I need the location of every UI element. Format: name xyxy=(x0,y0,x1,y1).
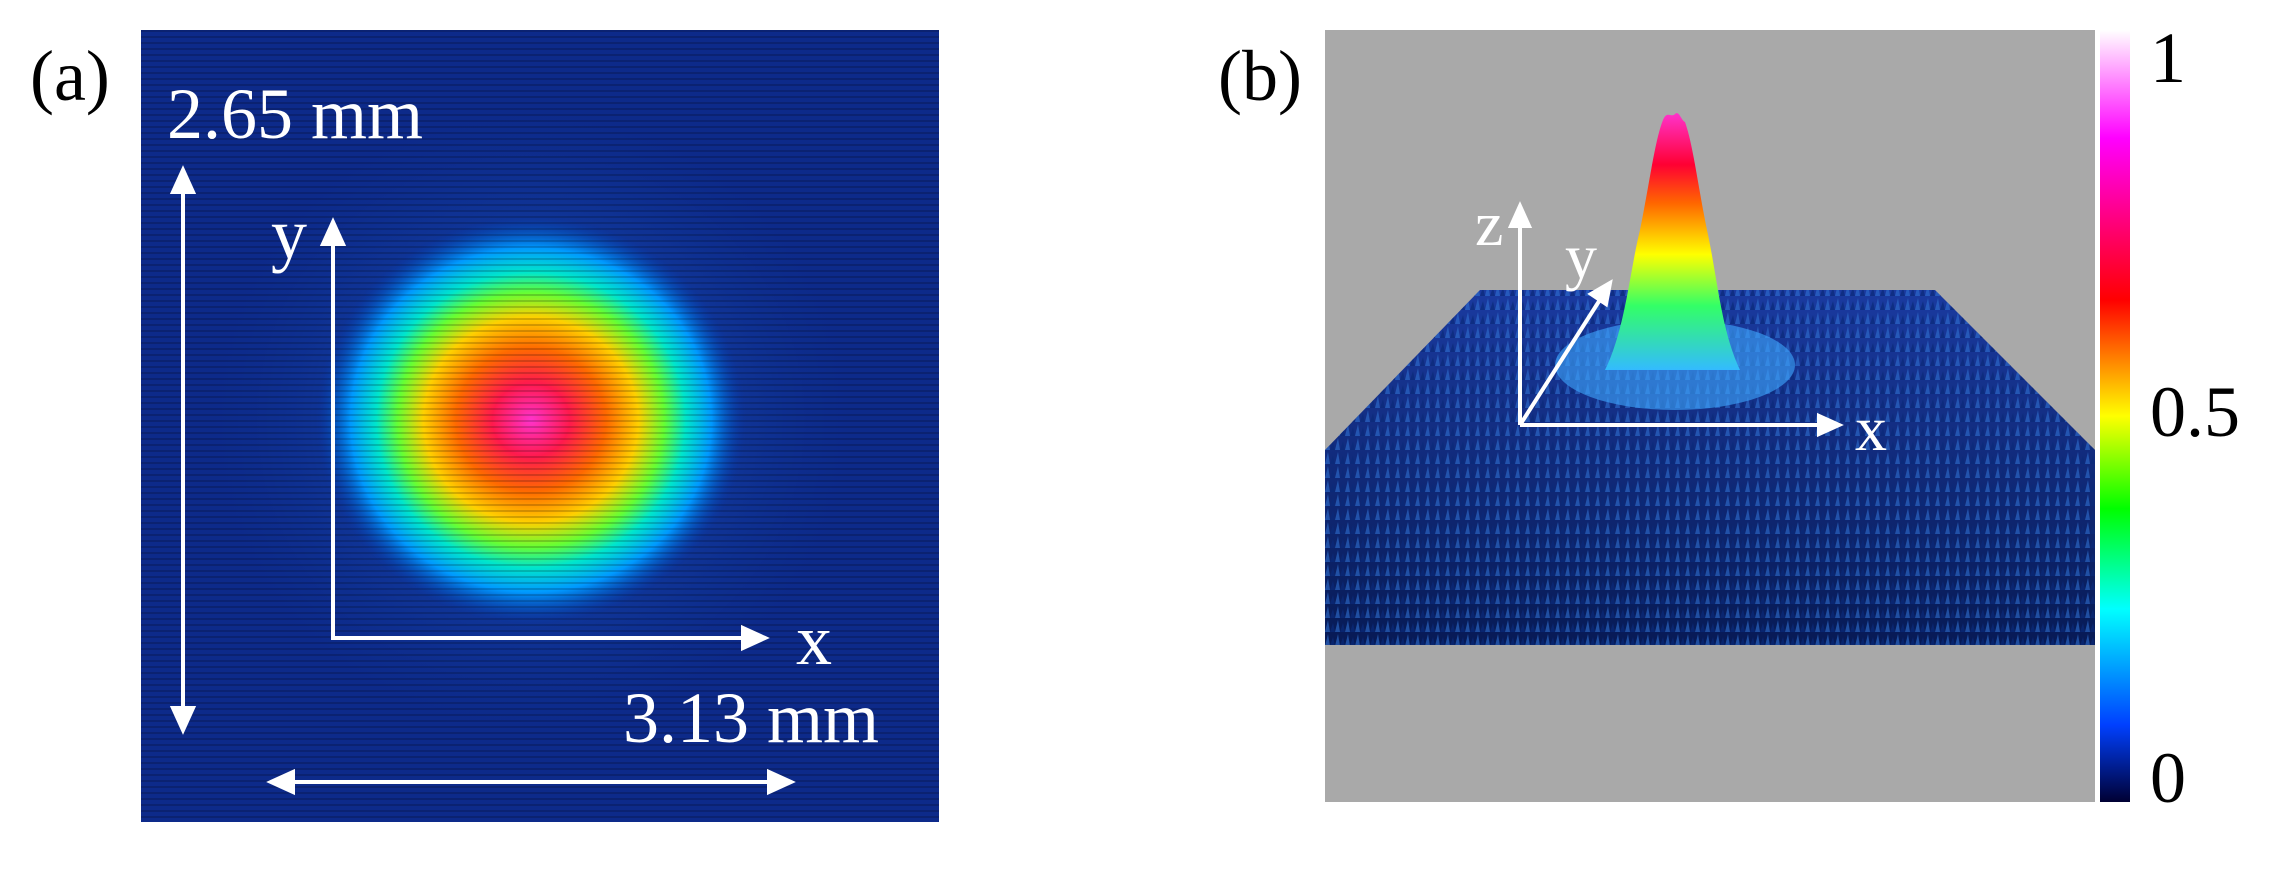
y-axis-label: y xyxy=(271,194,307,274)
z-axis-label: z xyxy=(1475,188,1503,259)
y-axis-label-3d: y xyxy=(1565,221,1597,292)
colorbar-tick-mid: 0.5 xyxy=(2150,372,2240,452)
beam-profile-2d-image: 2.65 mm 3.13 mm y x xyxy=(141,30,939,822)
height-label: 2.65 mm xyxy=(167,74,423,154)
height-dimension-arrow xyxy=(169,165,197,735)
x-axis-arrow-3d xyxy=(1520,412,1844,438)
width-dimension-arrow xyxy=(266,768,796,796)
x-axis-label-3d: x xyxy=(1855,393,1887,464)
panel-b-label: (b) xyxy=(1218,36,1302,116)
z-axis-arrow xyxy=(1507,201,1533,425)
x-axis-arrow xyxy=(331,624,770,652)
x-axis-label: x xyxy=(796,600,832,680)
y-axis-arrow xyxy=(319,217,347,638)
beam-profile-3d-surface: z y x xyxy=(1325,30,2095,802)
y-axis-arrow-3d xyxy=(1518,279,1613,427)
panel-a-label: (a) xyxy=(30,36,110,116)
width-label: 3.13 mm xyxy=(623,678,879,758)
colorbar-tick-max: 1 xyxy=(2150,18,2186,98)
colorbar-tick-min: 0 xyxy=(2150,738,2186,818)
surface-peak xyxy=(1605,113,1740,371)
colorbar xyxy=(2100,30,2130,802)
